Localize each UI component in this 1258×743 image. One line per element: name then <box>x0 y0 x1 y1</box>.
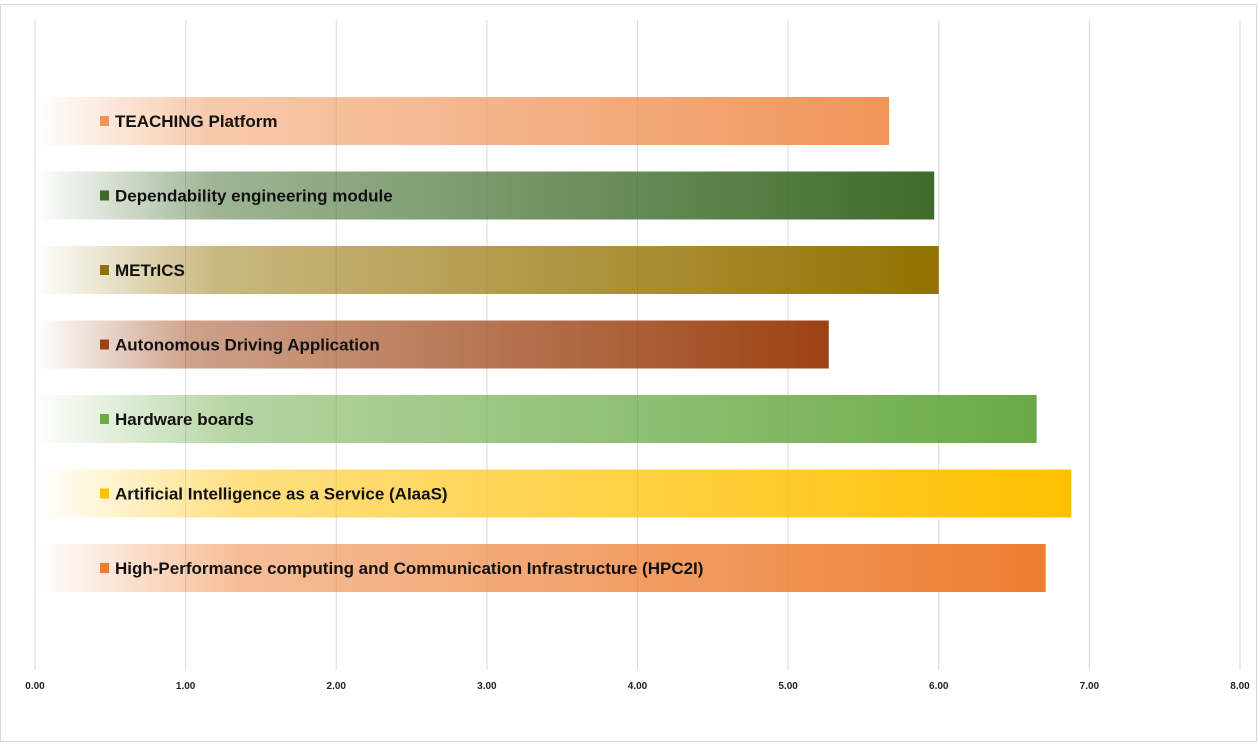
bar-label: TEACHING Platform <box>115 112 277 131</box>
bar <box>35 320 829 369</box>
bar-swatch-icon <box>100 488 109 499</box>
bar <box>35 97 890 145</box>
x-tick-label: 1.00 <box>176 681 196 692</box>
bar-label: Hardware boards <box>115 410 254 429</box>
bar-group: High-Performance computing and Communica… <box>35 544 1046 592</box>
x-tick-label: 5.00 <box>778 681 798 692</box>
x-axis-ticks: 0.00 1.00 2.00 3.00 4.00 5.00 6.00 7.00 8.00 <box>25 681 1250 692</box>
bar <box>35 544 1046 592</box>
bar <box>35 171 935 220</box>
bar-group: TEACHING Platform <box>35 97 890 145</box>
bar-group: Autonomous Driving Application <box>35 320 829 369</box>
bar-swatch-icon <box>100 563 109 573</box>
bar-swatch-icon <box>100 190 109 201</box>
bar-label: METrICS <box>115 261 185 280</box>
bar-group: Dependability engineering module <box>35 171 935 220</box>
x-tick-label: 8.00 <box>1230 681 1250 692</box>
x-tick-label: 7.00 <box>1080 681 1100 692</box>
bar-swatch-icon <box>100 339 109 350</box>
bar-group: Artificial Intelligence as a Service (AI… <box>35 469 1072 518</box>
bar <box>35 469 1072 518</box>
bar-label: High-Performance computing and Communica… <box>115 559 703 578</box>
bars: TEACHING Platform Dependability engineeri… <box>35 97 1072 592</box>
bar-swatch-icon <box>100 414 109 424</box>
bar <box>35 246 939 294</box>
bar-swatch-icon <box>100 116 109 126</box>
bar-label: Artificial Intelligence as a Service (AI… <box>115 485 448 504</box>
x-tick-label: 3.00 <box>477 681 497 692</box>
bar-group: Hardware boards <box>35 395 1037 443</box>
x-tick-label: 0.00 <box>25 681 45 692</box>
bar-group: METrICS <box>35 246 939 294</box>
x-tick-label: 2.00 <box>327 681 347 692</box>
bar-label: Dependability engineering module <box>115 187 393 206</box>
bar <box>35 395 1037 443</box>
bar-swatch-icon <box>100 265 109 275</box>
bar-label: Autonomous Driving Application <box>115 336 380 355</box>
x-tick-label: 4.00 <box>628 681 648 692</box>
x-tick-label: 6.00 <box>929 681 949 692</box>
